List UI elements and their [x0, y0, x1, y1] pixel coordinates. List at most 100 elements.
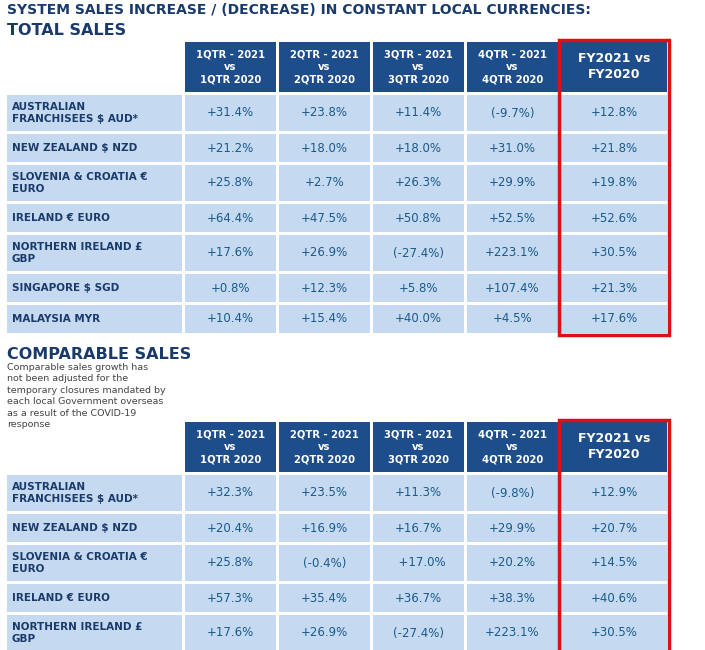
- Text: (-9.8%): (-9.8%): [491, 486, 534, 499]
- Bar: [373, 235, 464, 271]
- Bar: [185, 95, 276, 131]
- Text: +21.8%: +21.8%: [591, 142, 637, 155]
- Bar: [7, 475, 182, 511]
- Bar: [279, 134, 370, 162]
- Text: +4.5%: +4.5%: [493, 313, 532, 326]
- Bar: [185, 475, 276, 511]
- Bar: [373, 274, 464, 302]
- Text: +16.9%: +16.9%: [301, 521, 348, 534]
- Text: (-0.4%): (-0.4%): [303, 556, 346, 569]
- Bar: [467, 305, 558, 333]
- Text: +12.8%: +12.8%: [591, 107, 637, 120]
- Bar: [561, 42, 667, 92]
- Bar: [561, 274, 667, 302]
- Text: +12.3%: +12.3%: [301, 281, 348, 294]
- Text: +107.4%: +107.4%: [485, 281, 540, 294]
- Bar: [185, 545, 276, 581]
- Text: MALAYSIA MYR: MALAYSIA MYR: [12, 314, 100, 324]
- Bar: [373, 615, 464, 650]
- Text: +18.0%: +18.0%: [395, 142, 442, 155]
- Text: +40.0%: +40.0%: [395, 313, 442, 326]
- Text: +223.1%: +223.1%: [485, 627, 540, 640]
- Text: AUSTRALIAN
FRANCHISEES $ AUD*: AUSTRALIAN FRANCHISEES $ AUD*: [12, 102, 138, 124]
- Text: SYSTEM SALES INCREASE / (DECREASE) IN CONSTANT LOCAL CURRENCIES:: SYSTEM SALES INCREASE / (DECREASE) IN CO…: [7, 3, 591, 17]
- Text: 4QTR - 2021
vs
4QTR 2020: 4QTR - 2021 vs 4QTR 2020: [478, 49, 547, 84]
- Bar: [185, 615, 276, 650]
- Text: +14.5%: +14.5%: [591, 556, 637, 569]
- Text: (-9.7%): (-9.7%): [491, 107, 534, 120]
- Text: +31.4%: +31.4%: [207, 107, 254, 120]
- Bar: [373, 95, 464, 131]
- Text: SLOVENIA & CROATIA €
EURO: SLOVENIA & CROATIA € EURO: [12, 552, 147, 574]
- Text: +15.4%: +15.4%: [301, 313, 348, 326]
- Text: +18.0%: +18.0%: [301, 142, 348, 155]
- Text: +17.0%: +17.0%: [391, 556, 446, 569]
- Bar: [7, 235, 182, 271]
- Bar: [7, 274, 182, 302]
- Text: +36.7%: +36.7%: [395, 592, 442, 604]
- Bar: [467, 235, 558, 271]
- Text: +23.5%: +23.5%: [301, 486, 348, 499]
- Text: +57.3%: +57.3%: [207, 592, 254, 604]
- Text: +23.8%: +23.8%: [301, 107, 348, 120]
- Bar: [467, 42, 558, 92]
- Bar: [467, 514, 558, 542]
- Text: +21.2%: +21.2%: [207, 142, 254, 155]
- Bar: [561, 134, 667, 162]
- Text: IRELAND € EURO: IRELAND € EURO: [12, 593, 110, 603]
- Bar: [279, 274, 370, 302]
- Text: +52.6%: +52.6%: [591, 211, 637, 224]
- Text: 1QTR - 2021
vs
1QTR 2020: 1QTR - 2021 vs 1QTR 2020: [196, 49, 265, 84]
- Text: +16.7%: +16.7%: [395, 521, 442, 534]
- Bar: [561, 475, 667, 511]
- Text: +11.4%: +11.4%: [395, 107, 442, 120]
- Text: TOTAL SALES: TOTAL SALES: [7, 23, 126, 38]
- Bar: [467, 584, 558, 612]
- Text: +5.8%: +5.8%: [399, 281, 439, 294]
- Bar: [185, 305, 276, 333]
- Text: +11.3%: +11.3%: [395, 486, 442, 499]
- Bar: [279, 204, 370, 232]
- Bar: [559, 40, 669, 335]
- Bar: [467, 165, 558, 201]
- Bar: [467, 95, 558, 131]
- Bar: [561, 422, 667, 472]
- Text: +26.9%: +26.9%: [301, 627, 348, 640]
- Text: (-27.4%): (-27.4%): [393, 246, 444, 259]
- Text: +17.6%: +17.6%: [207, 627, 254, 640]
- Text: +64.4%: +64.4%: [207, 211, 254, 224]
- Text: COMPARABLE SALES: COMPARABLE SALES: [7, 347, 191, 362]
- Text: +0.8%: +0.8%: [211, 281, 250, 294]
- Text: +30.5%: +30.5%: [591, 246, 637, 259]
- Bar: [373, 42, 464, 92]
- Text: +25.8%: +25.8%: [207, 177, 254, 190]
- Bar: [561, 305, 667, 333]
- Bar: [279, 42, 370, 92]
- Bar: [279, 422, 370, 472]
- Text: 4QTR - 2021
vs
4QTR 2020: 4QTR - 2021 vs 4QTR 2020: [478, 430, 547, 464]
- Text: (-27.4%): (-27.4%): [393, 627, 444, 640]
- Bar: [185, 584, 276, 612]
- Bar: [561, 615, 667, 650]
- Text: +17.6%: +17.6%: [207, 246, 254, 259]
- Text: NEW ZEALAND $ NZD: NEW ZEALAND $ NZD: [12, 523, 137, 533]
- Bar: [373, 545, 464, 581]
- Text: +26.9%: +26.9%: [301, 246, 348, 259]
- Bar: [373, 475, 464, 511]
- Bar: [185, 274, 276, 302]
- Text: +10.4%: +10.4%: [207, 313, 254, 326]
- Text: +29.9%: +29.9%: [489, 521, 536, 534]
- Bar: [279, 305, 370, 333]
- Text: 2QTR - 2021
vs
2QTR 2020: 2QTR - 2021 vs 2QTR 2020: [290, 430, 359, 464]
- Text: +52.5%: +52.5%: [489, 211, 536, 224]
- Text: 2QTR - 2021
vs
2QTR 2020: 2QTR - 2021 vs 2QTR 2020: [290, 49, 359, 84]
- Bar: [7, 584, 182, 612]
- Text: +20.7%: +20.7%: [591, 521, 637, 534]
- Bar: [467, 615, 558, 650]
- Bar: [7, 545, 182, 581]
- Text: Comparable sales growth has
not been adjusted for the
temporary closures mandate: Comparable sales growth has not been adj…: [7, 363, 166, 429]
- Text: NORTHERN IRELAND £
GBP: NORTHERN IRELAND £ GBP: [12, 622, 142, 644]
- Text: NORTHERN IRELAND £
GBP: NORTHERN IRELAND £ GBP: [12, 242, 142, 264]
- Bar: [185, 204, 276, 232]
- Bar: [561, 584, 667, 612]
